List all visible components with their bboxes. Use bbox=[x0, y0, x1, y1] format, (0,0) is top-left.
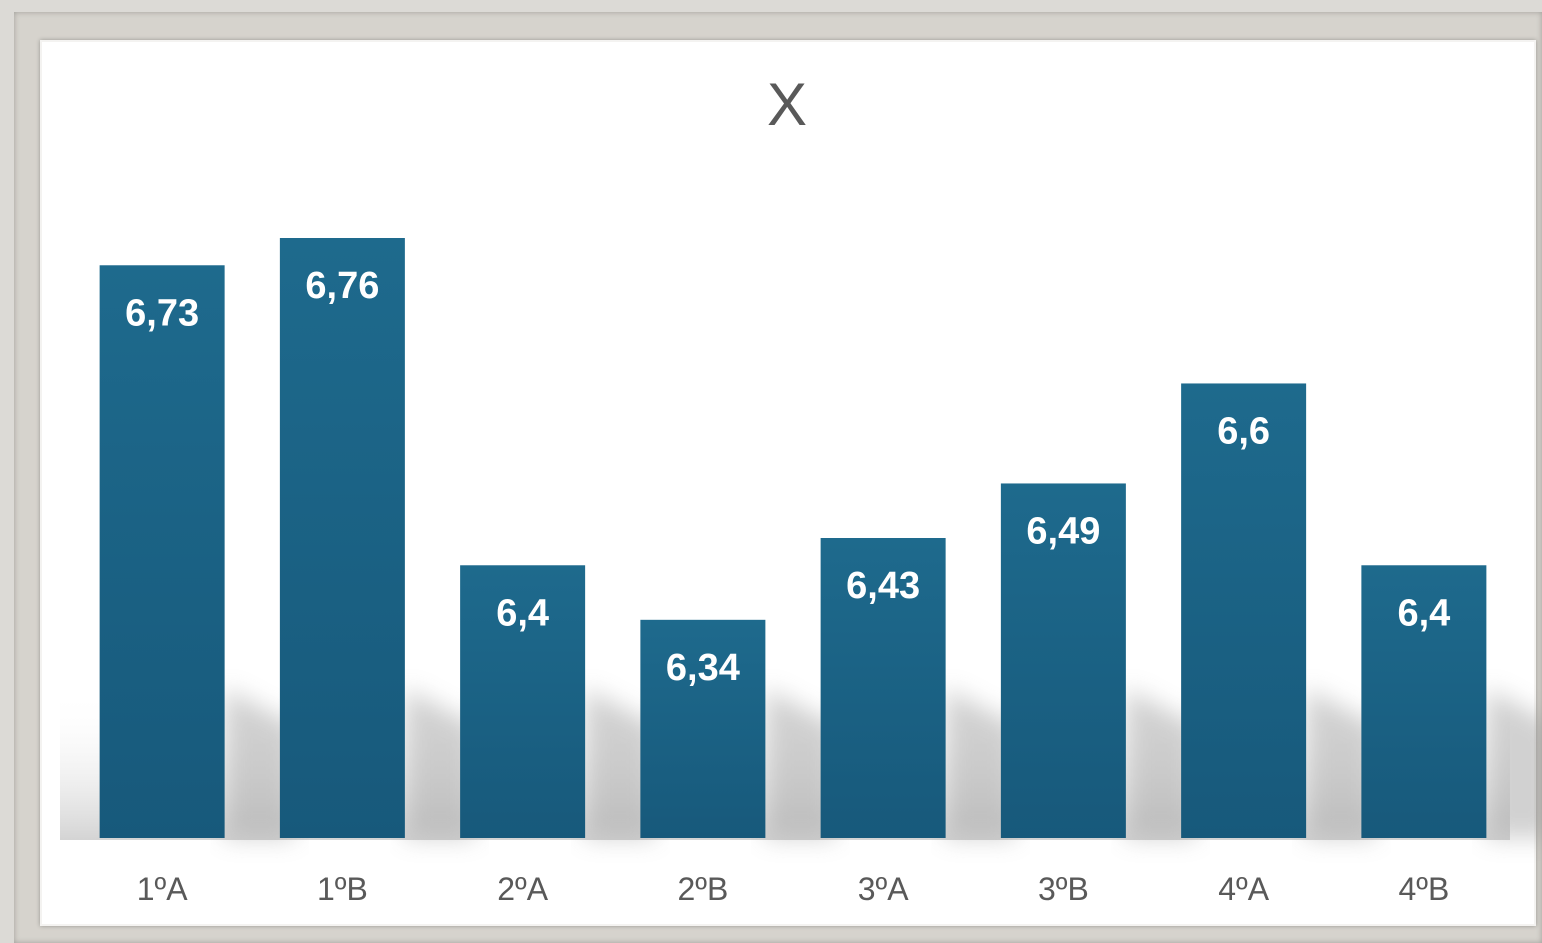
bar bbox=[820, 538, 946, 838]
data-label: 6,49 bbox=[1026, 510, 1100, 552]
x-tick-label: 2ºA bbox=[497, 871, 548, 907]
bar-shadow bbox=[1486, 688, 1542, 838]
data-label: 6,4 bbox=[496, 592, 549, 634]
data-labels: 6,73 6,76 6,4 6,34 6,43 6,49 6,6 6,4 bbox=[125, 265, 1450, 689]
x-tick-label: 4ºB bbox=[1398, 871, 1449, 907]
bar-shadow bbox=[224, 688, 295, 838]
bar-shadow bbox=[585, 688, 656, 838]
bar bbox=[1181, 383, 1307, 838]
bar bbox=[1361, 565, 1487, 838]
x-tick-label: 3ºB bbox=[1038, 871, 1089, 907]
x-axis-tick-labels: 1ºA 1ºB 2ºA 2ºB 3ºA 3ºB 4ºA 4ºB bbox=[137, 871, 1450, 907]
data-label: 6,43 bbox=[846, 565, 920, 607]
bars bbox=[99, 238, 1487, 839]
bar bbox=[279, 238, 405, 838]
bar-shadow bbox=[1125, 688, 1196, 838]
x-tick-label: 3ºA bbox=[858, 871, 909, 907]
data-label: 6,76 bbox=[305, 265, 379, 307]
bar bbox=[460, 565, 586, 838]
bar bbox=[99, 265, 225, 839]
bar-shadow bbox=[1306, 688, 1377, 838]
bar-shadow bbox=[945, 688, 1016, 838]
x-tick-label: 1ºB bbox=[317, 871, 368, 907]
x-tick-label: 2ºB bbox=[677, 871, 728, 907]
x-tick-label: 4ºA bbox=[1218, 871, 1269, 907]
x-tick-label: 1ºA bbox=[137, 871, 188, 907]
data-label: 6,34 bbox=[666, 647, 740, 689]
bar bbox=[640, 619, 766, 838]
bar-shadow bbox=[404, 688, 475, 838]
bar-shadow bbox=[765, 688, 836, 838]
data-label: 6,73 bbox=[125, 292, 199, 334]
data-label: 6,4 bbox=[1397, 592, 1450, 634]
data-label: 6,6 bbox=[1217, 410, 1270, 452]
chart-title: X bbox=[767, 71, 807, 138]
bar bbox=[1000, 483, 1126, 838]
